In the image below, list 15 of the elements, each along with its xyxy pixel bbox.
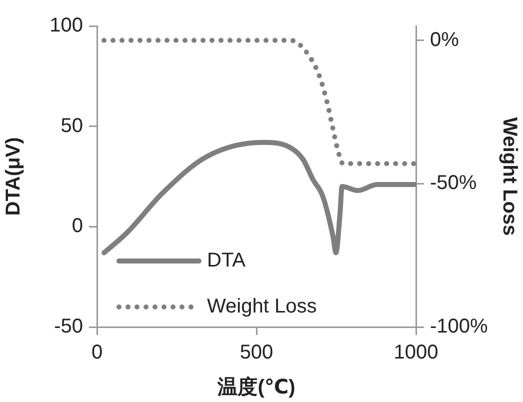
y2-tick-label: 0%: [430, 28, 460, 51]
x-tick-label: 0: [91, 342, 103, 364]
y-tick-label: -50: [54, 316, 83, 338]
y-tick-label: 100: [50, 14, 83, 37]
legend-label: Weight Loss: [207, 296, 317, 318]
x-tick-label: 1000: [394, 342, 438, 364]
x-axis-title: 温度(℃): [216, 376, 296, 399]
legend-label: DTA: [207, 250, 246, 272]
y-axis-title: DTA(μV): [2, 137, 25, 216]
y2-tick-label: -100%: [430, 316, 488, 338]
x-tick-label: 500: [240, 342, 274, 364]
y2-tick-label: -50%: [430, 172, 477, 194]
y-tick-label: 0: [72, 215, 83, 238]
y2-axis-title: Weight Loss: [498, 117, 520, 236]
y-tick-label: 50: [60, 114, 83, 137]
